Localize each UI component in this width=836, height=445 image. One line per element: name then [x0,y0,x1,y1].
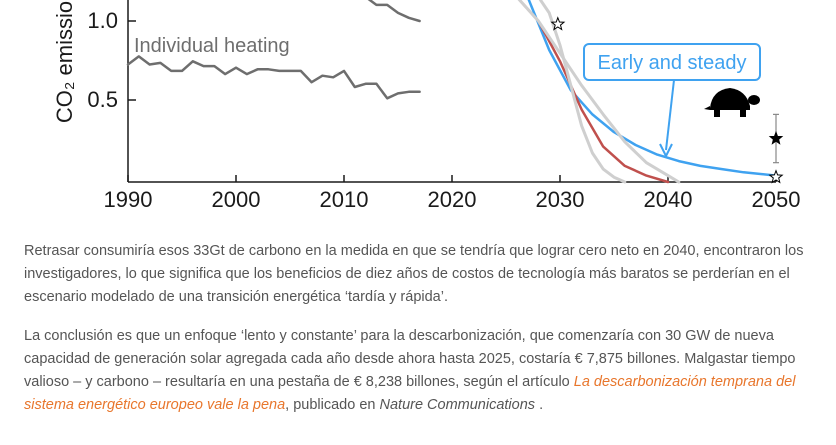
x-axis: 1990 2000 2010 2020 2030 2040 2050 [104,175,801,212]
paragraph-2-text: La conclusión es que un enfoque ‘lento y… [24,328,796,390]
early-and-steady-callout: Early and steady [583,43,761,159]
series-scenario-grey-1 [517,0,681,184]
x-ticks: 1990 2000 2010 2020 2030 2040 2050 [104,175,801,212]
callout-arrowhead [659,143,673,159]
filled-star-marker-2 [768,130,784,145]
y-tick-label: 1.0 [87,8,118,33]
x-tick-1990: 1990 [104,175,153,212]
series-layer [126,0,778,184]
series-individual-heating [126,55,421,100]
early-and-steady-label: Early and steady [598,52,747,74]
article-link[interactable]: La descarbonización temprana del sistema… [24,374,796,413]
turtle-icon [704,88,760,117]
x-tick-label: 2050 [752,187,801,212]
individual-heating-label: Individual heating [134,35,290,57]
x-tick-2030: 2030 [536,175,585,212]
open-star-marker-0 [550,16,566,31]
x-tick-label: 2040 [644,187,693,212]
x-tick-label: 2030 [536,187,585,212]
x-tick-label: 2020 [428,187,477,212]
journal-name: Nature Communications [379,397,536,413]
series-early-and-steady [527,0,778,177]
article-paragraph-2: La conclusión es que un enfoque ‘lento y… [24,325,824,417]
open-star-marker-1 [768,169,784,184]
paragraph-2-end: . [535,397,544,413]
x-tick-label: 2010 [320,187,369,212]
y-tick-0: 0.5 [87,87,136,112]
x-tick-2020: 2020 [428,175,477,212]
article-paragraph-1: Retrasar consumiría esos 33Gt de carbono… [24,243,804,305]
x-tick-label: 2000 [212,187,261,212]
x-tick-2040: 2040 [644,175,693,212]
x-tick-2010: 2010 [320,175,369,212]
markers-layer [550,16,784,184]
callout-box [583,43,761,81]
x-tick-label: 1990 [104,187,153,212]
y-tick-label: 0.5 [87,87,118,112]
series-upper-historical-sector [367,0,421,23]
paragraph-2-mid: , publicado en [285,397,380,413]
x-tick-2000: 2000 [212,175,261,212]
y-axis: 1.0 0.5 CO₂ emissio [52,0,136,182]
emissions-chart: 1.0 0.5 CO₂ emissio 1990 2000 2010 2020 2030… [52,0,801,212]
y-axis-label: CO₂ emissio [52,1,77,123]
x-tick-2050: 2050 [752,175,801,212]
callout-arrow [665,79,675,151]
y-tick-1: 1.0 [87,8,136,33]
